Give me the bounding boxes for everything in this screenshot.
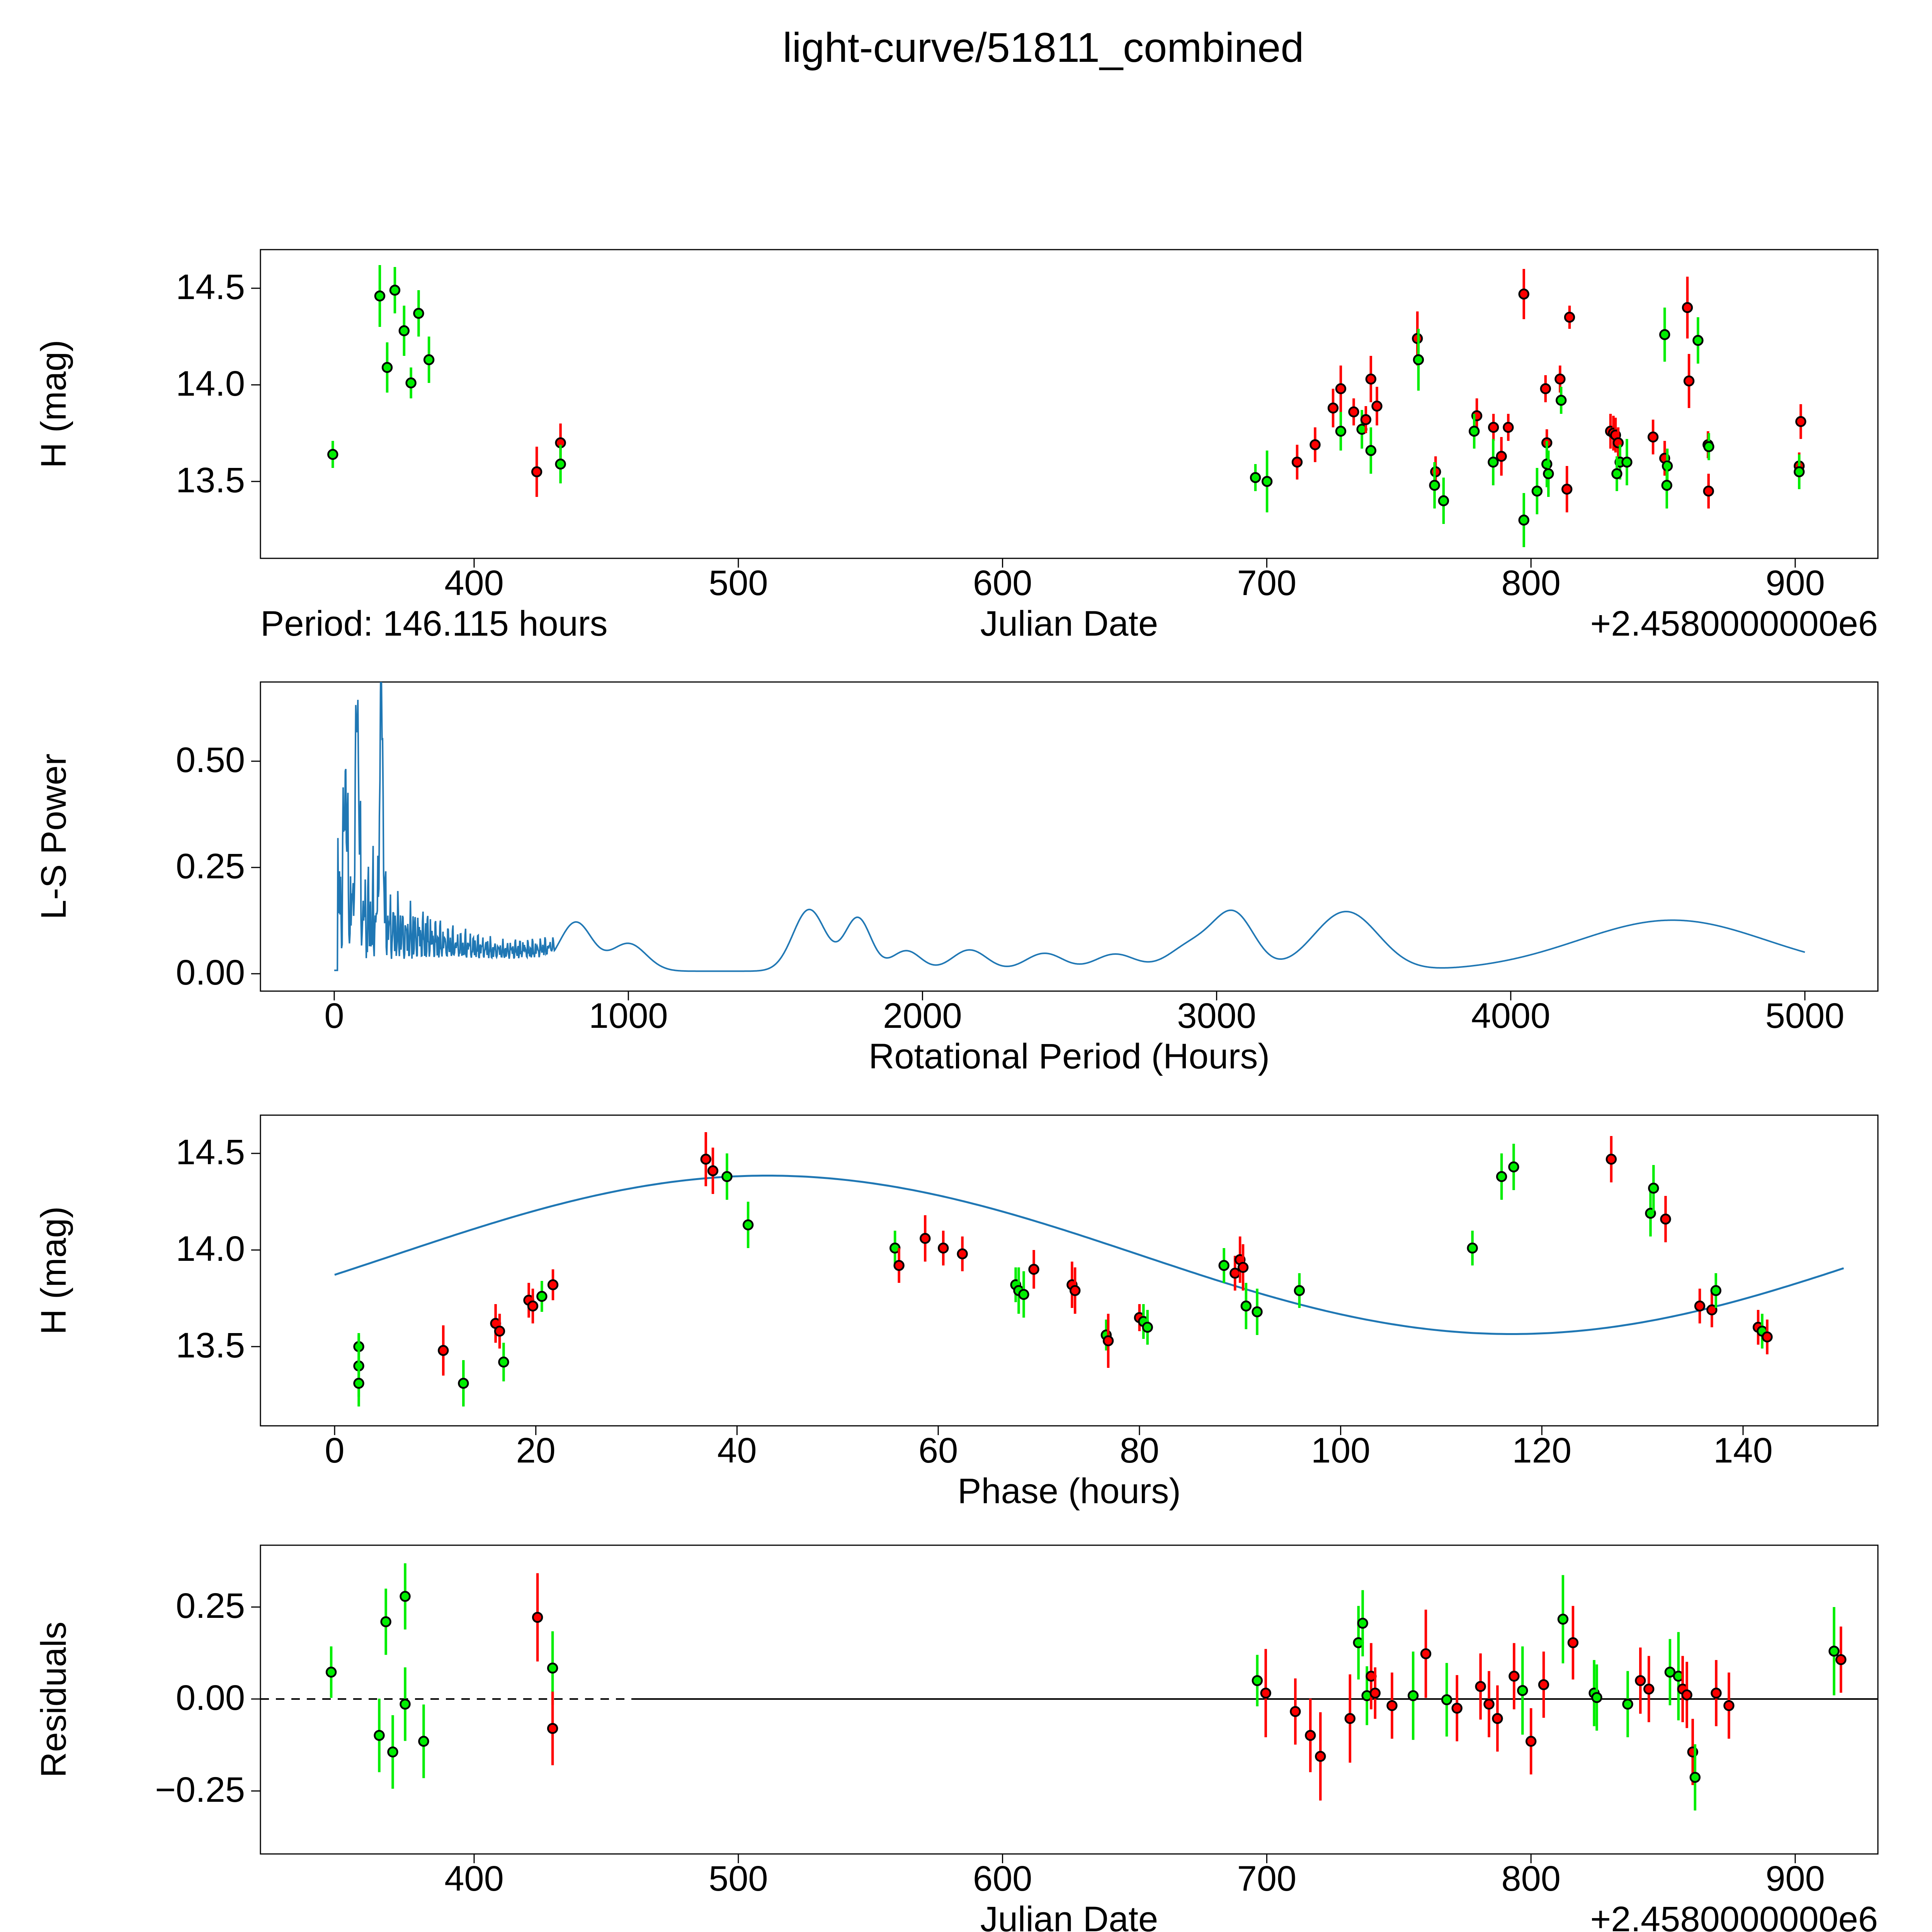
svg-text:13.5: 13.5 xyxy=(176,461,245,500)
svg-text:700: 700 xyxy=(1237,563,1297,603)
svg-text:600: 600 xyxy=(973,563,1032,603)
svg-text:60: 60 xyxy=(918,1431,958,1470)
svg-text:0.50: 0.50 xyxy=(176,740,245,780)
svg-text:80: 80 xyxy=(1120,1431,1159,1470)
svg-text:0.25: 0.25 xyxy=(176,847,245,886)
svg-text:3000: 3000 xyxy=(1177,996,1256,1036)
svg-text:120: 120 xyxy=(1512,1431,1572,1470)
svg-text:Rotational Period (Hours): Rotational Period (Hours) xyxy=(869,1037,1270,1076)
svg-text:700: 700 xyxy=(1237,1859,1297,1898)
svg-text:0.00: 0.00 xyxy=(176,1678,245,1718)
svg-text:Julian Date: Julian Date xyxy=(980,1900,1158,1932)
svg-text:14.0: 14.0 xyxy=(176,364,245,403)
svg-text:14.5: 14.5 xyxy=(176,1133,245,1172)
svg-text:13.5: 13.5 xyxy=(176,1326,245,1365)
svg-text:Residuals: Residuals xyxy=(34,1622,73,1778)
svg-text:800: 800 xyxy=(1501,563,1561,603)
svg-text:900: 900 xyxy=(1765,563,1825,603)
svg-text:14.5: 14.5 xyxy=(176,267,245,307)
svg-text:4000: 4000 xyxy=(1471,996,1550,1036)
svg-text:500: 500 xyxy=(709,563,768,603)
svg-text:Phase (hours): Phase (hours) xyxy=(957,1471,1181,1511)
svg-text:140: 140 xyxy=(1713,1431,1773,1470)
svg-text:5000: 5000 xyxy=(1765,996,1845,1036)
svg-text:2000: 2000 xyxy=(883,996,962,1036)
svg-text:L-S Power: L-S Power xyxy=(34,753,73,920)
svg-text:Period: 146.115 hours: Period: 146.115 hours xyxy=(260,604,607,643)
svg-text:1000: 1000 xyxy=(589,996,668,1036)
svg-text:500: 500 xyxy=(709,1859,768,1898)
svg-text:400: 400 xyxy=(444,563,504,603)
svg-text:−0.25: −0.25 xyxy=(155,1770,245,1810)
svg-text:0: 0 xyxy=(325,1431,344,1470)
svg-text:+2.4580000000e6: +2.4580000000e6 xyxy=(1590,1900,1878,1932)
svg-text:40: 40 xyxy=(717,1431,757,1470)
svg-text:0: 0 xyxy=(324,996,344,1036)
svg-text:20: 20 xyxy=(516,1431,556,1470)
svg-text:14.0: 14.0 xyxy=(176,1229,245,1269)
svg-text:0.00: 0.00 xyxy=(176,953,245,992)
svg-text:H (mag): H (mag) xyxy=(34,1206,73,1335)
svg-text:+2.4580000000e6: +2.4580000000e6 xyxy=(1590,604,1878,643)
svg-text:900: 900 xyxy=(1765,1859,1825,1898)
svg-text:H (mag): H (mag) xyxy=(34,340,73,468)
svg-text:100: 100 xyxy=(1311,1431,1371,1470)
svg-text:0.25: 0.25 xyxy=(176,1586,245,1626)
svg-text:600: 600 xyxy=(973,1859,1032,1898)
svg-text:800: 800 xyxy=(1501,1859,1561,1898)
svg-text:Julian Date: Julian Date xyxy=(980,604,1158,643)
svg-text:400: 400 xyxy=(444,1859,504,1898)
